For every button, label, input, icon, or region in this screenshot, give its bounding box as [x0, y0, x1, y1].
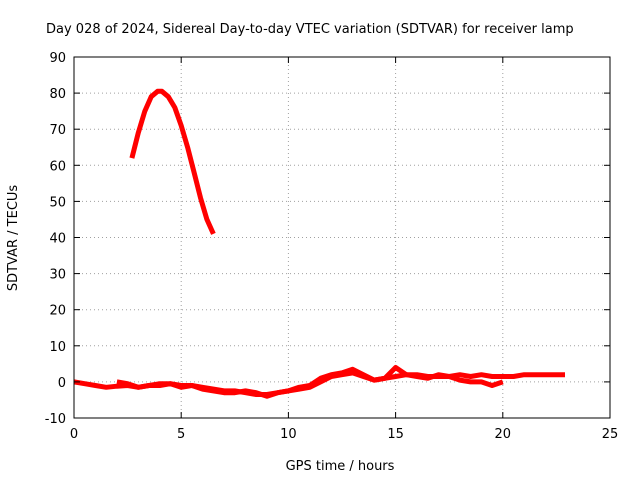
x-tick-label: 20 [495, 427, 512, 442]
y-tick-label: 90 [49, 51, 66, 66]
y-axis-label: SDTVAR / TECUs [6, 185, 21, 292]
y-tick-label: 50 [49, 195, 66, 210]
series-arc-1 [129, 88, 216, 235]
y-tick-label: -10 [45, 412, 66, 427]
x-tick-label: 10 [280, 427, 297, 442]
y-tick-label: 70 [49, 123, 66, 138]
y-tick-label: 0 [58, 376, 66, 391]
x-tick-label: 5 [177, 427, 185, 442]
series-arc-3 [116, 365, 504, 399]
y-tick-label: 40 [49, 232, 66, 247]
y-tick-label: 30 [49, 268, 66, 283]
x-tick-label: 15 [387, 427, 404, 442]
ticks: 0 5 10 15 20 25 -10 0 10 20 30 40 50 60 70 80 90 [45, 51, 619, 442]
y-tick-label: 20 [49, 304, 66, 319]
grid [74, 57, 610, 418]
y-tick-label: 60 [49, 159, 66, 174]
y-tick-label: 10 [49, 340, 66, 355]
x-axis-label: GPS time / hours [286, 459, 395, 474]
chart-title: Day 028 of 2024, Sidereal Day-to-day VTE… [46, 22, 574, 37]
series-layer [73, 88, 565, 399]
x-tick-label: 25 [602, 427, 619, 442]
x-tick-label: 0 [70, 427, 78, 442]
y-tick-label: 80 [49, 87, 66, 102]
